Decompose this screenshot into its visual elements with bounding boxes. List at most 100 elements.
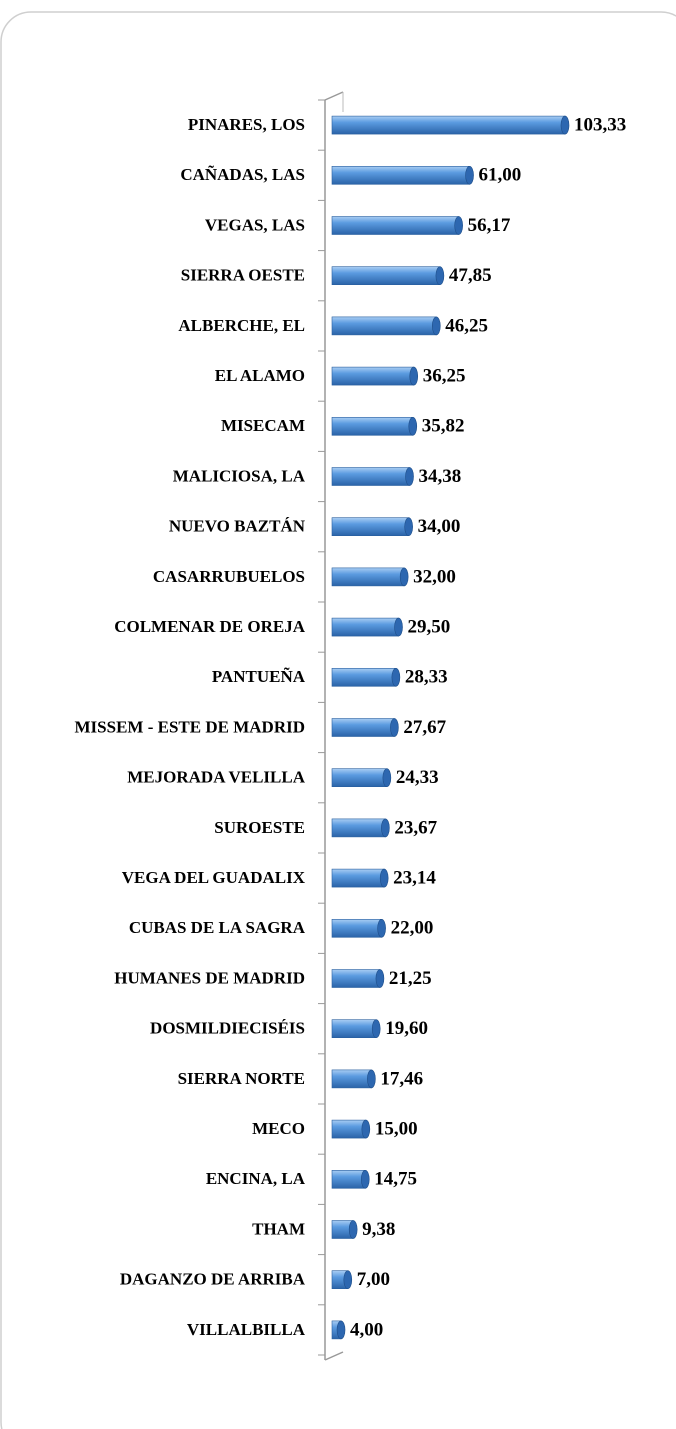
value-label: 103,33: [574, 114, 626, 135]
category-label: DAGANZO DE ARRIBA: [120, 1270, 306, 1289]
bar-body: [331, 969, 381, 988]
category-label: MISECAM: [221, 416, 305, 435]
bar-cap: [348, 1220, 358, 1239]
bar-cap: [371, 1019, 381, 1038]
bar-body: [331, 467, 410, 486]
category-label: COLMENAR DE OREJA: [114, 617, 306, 636]
value-label: 7,00: [357, 1269, 390, 1290]
value-label: 36,25: [423, 365, 466, 386]
value-label: 34,38: [419, 466, 462, 487]
value-label: 32,00: [413, 566, 456, 587]
bar: [331, 969, 385, 988]
bar-body: [331, 718, 395, 737]
bar-cap: [367, 1069, 376, 1089]
category-label: PINARES, LOS: [188, 115, 305, 134]
bar-body: [331, 918, 382, 938]
category-label: EL ALAMO: [215, 366, 305, 385]
category-label: SIERRA OESTE: [181, 266, 305, 285]
bar: [331, 667, 401, 687]
bar-cap: [390, 718, 399, 737]
value-label: 24,33: [396, 767, 439, 788]
bar-body: [331, 1019, 377, 1039]
value-label: 19,60: [385, 1018, 428, 1039]
value-label: 22,00: [391, 918, 434, 939]
value-label: 23,67: [394, 817, 437, 838]
bar-body: [331, 216, 459, 235]
bar-body: [331, 517, 409, 537]
value-label: 17,46: [380, 1068, 423, 1089]
bar-cap: [375, 969, 385, 988]
bar: [331, 1170, 370, 1189]
bar: [331, 366, 419, 386]
category-label: ALBERCHE, EL: [178, 316, 305, 335]
value-label: 4,00: [350, 1319, 383, 1340]
bar: [331, 718, 399, 737]
bar-cap: [560, 115, 570, 135]
bar: [331, 316, 441, 336]
category-label: VEGA DEL GUADALIX: [122, 868, 306, 887]
bar-cap: [361, 1119, 371, 1139]
bar: [331, 918, 386, 938]
value-label: 56,17: [468, 215, 511, 236]
bar-body: [331, 166, 470, 185]
bar-cap: [405, 467, 414, 486]
value-label: 61,00: [479, 165, 522, 186]
value-label: 23,14: [393, 867, 436, 888]
bar: [331, 567, 409, 587]
bar: [331, 467, 414, 486]
bar-cap: [343, 1270, 353, 1289]
bar-body: [331, 768, 388, 788]
category-label: THAM: [252, 1219, 305, 1238]
bar-body: [331, 1170, 366, 1189]
category-label: MISSEM - ESTE DE MADRID: [75, 717, 305, 736]
category-label: SUROESTE: [214, 818, 305, 837]
bar-body: [331, 366, 415, 386]
value-label: 29,50: [408, 616, 451, 637]
bar-body: [331, 567, 405, 587]
bar: [331, 1270, 353, 1289]
bar-cap: [399, 567, 409, 587]
bar-body: [331, 667, 397, 687]
value-label: 34,00: [418, 516, 461, 537]
bar: [331, 517, 413, 537]
bar-body: [331, 266, 441, 286]
category-label: DOSMILDIECISÉIS: [150, 1019, 305, 1038]
category-label: SIERRA NORTE: [178, 1069, 305, 1088]
category-label: CUBAS DE LA SAGRA: [129, 918, 306, 937]
bar: [331, 115, 570, 135]
category-label: CASARRUBUELOS: [153, 567, 305, 586]
bar-cap: [465, 166, 474, 185]
category-label: VEGAS, LAS: [205, 215, 305, 234]
category-label: NUEVO BAZTÁN: [169, 517, 306, 536]
value-label: 28,33: [405, 667, 448, 688]
bar-cap: [391, 667, 401, 687]
value-label: 21,25: [389, 968, 432, 989]
bar-body: [331, 868, 385, 888]
bar-cap: [454, 216, 463, 235]
category-label: HUMANES DE MADRID: [114, 968, 305, 987]
bar-cap: [382, 768, 392, 788]
bar-cap: [435, 266, 445, 286]
bar-cap: [409, 366, 419, 386]
bar: [331, 768, 392, 788]
category-label: PANTUEÑA: [212, 667, 306, 686]
bar: [331, 1220, 358, 1239]
value-label: 15,00: [375, 1118, 418, 1139]
axis: [324, 91, 344, 1361]
bar: [331, 617, 403, 637]
bar-cap: [404, 517, 413, 537]
bar-body: [331, 1119, 367, 1139]
bar-cap: [336, 1320, 346, 1340]
category-label: CAÑADAS, LAS: [180, 165, 305, 184]
card-border: [0, 11, 676, 1429]
bar-cap: [379, 868, 389, 888]
value-label: 46,25: [445, 315, 488, 336]
value-label: 47,85: [449, 265, 492, 286]
category-label: ENCINA, LA: [206, 1169, 306, 1188]
bar: [331, 1320, 346, 1340]
category-label: MALICIOSA, LA: [173, 466, 306, 485]
value-label: 27,67: [403, 717, 446, 738]
category-label: VILLALBILLA: [187, 1320, 306, 1339]
bar-cap: [360, 1170, 370, 1189]
